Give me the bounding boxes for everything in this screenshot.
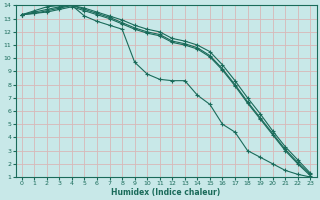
- X-axis label: Humidex (Indice chaleur): Humidex (Indice chaleur): [111, 188, 221, 197]
